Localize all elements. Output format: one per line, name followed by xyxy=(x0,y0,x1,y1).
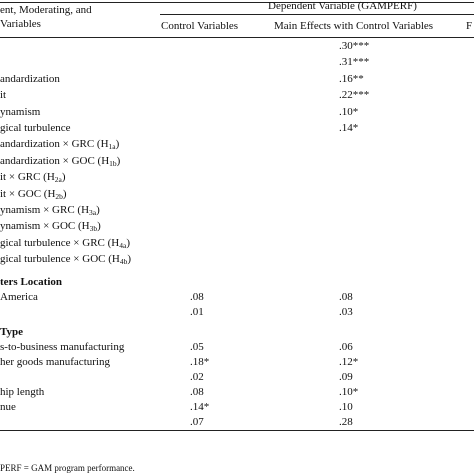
row-label: andardization × GRC (H1a) xyxy=(0,138,120,151)
hypothesis-subscript: 3a xyxy=(89,208,97,217)
column-header-control: Control Variables xyxy=(161,20,239,32)
control-value: .07 xyxy=(190,416,204,428)
row-label: it xyxy=(0,89,7,101)
row-label-text: gical turbulence × GRC (H xyxy=(0,237,120,249)
main-effect-value: .08 xyxy=(339,291,353,303)
row-label: her goods manufacturing xyxy=(0,356,110,368)
hypothesis-subscript: 3b xyxy=(89,224,98,233)
row-label-text: ynamism × GRC (H xyxy=(0,204,90,216)
row-label: America xyxy=(0,291,38,303)
hypothesis-subscript: 1a xyxy=(108,142,116,151)
control-value: .05 xyxy=(190,341,204,353)
main-effect-value: .22*** xyxy=(339,89,370,101)
row-label: it × GOC (H2b) xyxy=(0,188,67,201)
main-effect-value: .28 xyxy=(339,416,353,428)
control-value: .08 xyxy=(190,291,204,303)
dependent-variable-header: Dependent Variable (GAMPERF) xyxy=(268,0,417,12)
section-heading: ters Location xyxy=(0,276,63,288)
bottom-rule xyxy=(0,430,474,431)
row-label: ynamism xyxy=(0,106,41,118)
row-label: s-to-business manufacturing xyxy=(0,341,125,353)
row-label: ynamism × GOC (H3b) xyxy=(0,220,101,233)
main-effect-value: .16** xyxy=(339,73,364,85)
main-effect-value: .09 xyxy=(339,371,353,383)
top-rule xyxy=(0,2,474,3)
row-label: it × GRC (H2a) xyxy=(0,171,66,184)
control-value: .01 xyxy=(190,306,204,318)
row-label-text: gical turbulence × GOC (H xyxy=(0,253,120,265)
row-label: ynamism × GRC (H3a) xyxy=(0,204,100,217)
row-label: gical turbulence × GOC (H4b) xyxy=(0,253,132,266)
stub-header-line1: ent, Moderating, and xyxy=(0,4,92,16)
main-effect-value: .10 xyxy=(339,401,353,413)
control-value: .08 xyxy=(190,386,204,398)
header-bottom-rule xyxy=(0,37,474,38)
hypothesis-subscript: 1b xyxy=(109,159,117,168)
hypothesis-subscript: 2a xyxy=(54,175,62,184)
stub-header-line2: Variables xyxy=(0,18,41,30)
main-effect-value: .31*** xyxy=(339,56,370,68)
main-effect-value: .10* xyxy=(339,106,359,118)
main-effect-value: .06 xyxy=(339,341,353,353)
control-value: .18* xyxy=(190,356,210,368)
row-label-text: andardization × GRC (H xyxy=(0,138,109,150)
row-label: gical turbulence xyxy=(0,122,71,134)
section-heading: Type xyxy=(0,326,24,338)
control-value: .02 xyxy=(190,371,204,383)
row-label: hip length xyxy=(0,386,45,398)
row-label: nue xyxy=(0,401,16,413)
dependent-variable-underline xyxy=(160,14,474,15)
hypothesis-subscript: 4a xyxy=(119,241,127,250)
column-header-main-effects: Main Effects with Control Variables xyxy=(274,20,434,32)
hypothesis-subscript: 4b xyxy=(119,257,128,266)
row-label: gical turbulence × GRC (H4a) xyxy=(0,237,130,250)
control-value: .14* xyxy=(190,401,210,413)
table-footnote: PERF = GAM program performance. xyxy=(0,463,135,473)
main-effect-value: .14* xyxy=(339,122,359,134)
main-effect-value: .10* xyxy=(339,386,359,398)
main-effect-value: .03 xyxy=(339,306,353,318)
row-label-text: it × GOC (H xyxy=(0,188,56,200)
row-label-text: andardization × GOC (H xyxy=(0,155,110,167)
row-label-text: it × GRC (H xyxy=(0,171,55,183)
main-effect-value: .12* xyxy=(339,356,359,368)
row-label-text: ynamism × GOC (H xyxy=(0,220,90,232)
main-effect-value: .30*** xyxy=(339,40,370,52)
hypothesis-subscript: 2b xyxy=(55,192,63,201)
column-header-partial: F xyxy=(466,20,473,32)
row-label: andardization × GOC (H1b) xyxy=(0,155,121,168)
row-label: andardization xyxy=(0,73,60,85)
